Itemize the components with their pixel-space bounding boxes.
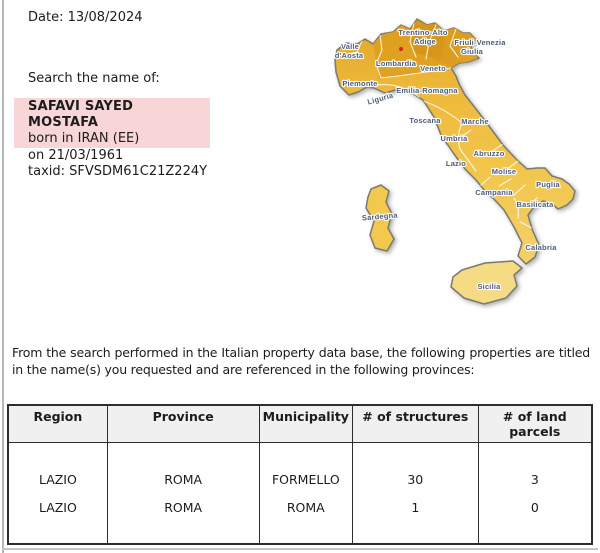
table-row: LAZIO ROMA ROMA 1 0: [7, 499, 593, 544]
table-row: LAZIO ROMA FORMELLO 30 3: [7, 442, 593, 499]
person-taxid: taxid: SFVSDM61C21Z224Y: [28, 164, 208, 179]
region-label: Veneto: [420, 64, 446, 73]
region-label: d'Aosta: [335, 51, 364, 60]
page-bottom-border: [2, 548, 598, 550]
header-structures: # of structures: [352, 404, 479, 443]
cell-land-parcels: 0: [477, 499, 593, 544]
region-label: Adige: [414, 37, 436, 46]
region-label: Puglia: [536, 180, 560, 189]
cell-land-parcels: 3: [477, 442, 593, 499]
cell-structures: 1: [352, 499, 479, 544]
region-label: Campania: [475, 188, 513, 197]
region-label: Sardegna: [362, 210, 399, 222]
person-birthplace: born in IRAN (EE): [28, 131, 140, 146]
person-name: SAFAVI SAYED MOSTAFA: [28, 99, 134, 130]
table-header-row: Region Province Municipality # of struct…: [7, 404, 593, 443]
region-label: Giulia: [461, 47, 484, 56]
region-label: Abruzzo: [474, 149, 505, 158]
region-label: Valle: [341, 42, 359, 51]
cell-municipality: FORMELLO: [258, 442, 354, 499]
cell-province: ROMA: [106, 442, 260, 499]
sardinia-shape: [365, 184, 395, 252]
red-marker-icon: [399, 47, 403, 51]
intro-paragraph: From the search performed in the Italian…: [12, 345, 590, 377]
person-highlight: SAFAVI SAYED MOSTAFA born in IRAN (EE): [14, 98, 210, 148]
region-label: Emilia-Romagna: [396, 86, 458, 95]
header-province: Province: [106, 404, 260, 443]
region-label: Calabria: [525, 243, 557, 252]
cell-municipality: ROMA: [258, 499, 354, 544]
cell-province: ROMA: [106, 499, 260, 544]
results-table: Region Province Municipality # of struct…: [7, 404, 593, 545]
region-label: Liguria: [366, 90, 394, 106]
region-label: Basilicata: [516, 200, 554, 209]
header-region: Region: [7, 404, 108, 443]
search-name-label: Search the name of:: [28, 71, 160, 86]
region-label: Molise: [492, 167, 517, 176]
region-label: Toscana: [409, 116, 441, 125]
mainland-shape: [334, 18, 576, 265]
region-label: Lazio: [446, 159, 466, 168]
region-label: Sicilia: [477, 282, 501, 291]
region-label: Friuli-Venezia: [454, 38, 506, 47]
region-label: Umbria: [440, 134, 468, 143]
page-left-border: [2, 0, 4, 553]
header-municipality: Municipality: [258, 404, 354, 443]
region-label: Trentino-Alto: [398, 28, 447, 37]
date-label: Date: 13/08/2024: [28, 10, 143, 25]
header-land-parcels: # of land parcels: [477, 404, 593, 443]
italy-map: Valle d'Aosta Trentino-Alto Adige Friuli…: [313, 2, 598, 320]
sicily-shape: [450, 260, 523, 305]
region-label: Lombardia: [376, 59, 417, 68]
cell-structures: 30: [352, 442, 479, 499]
person-birthdate: on 21/03/1961: [28, 148, 124, 163]
region-label: Piemonte: [342, 79, 377, 88]
region-label: Marche: [461, 117, 488, 126]
cell-region: LAZIO: [7, 442, 108, 499]
cell-region: LAZIO: [7, 499, 108, 544]
person-details: SAFAVI SAYED MOSTAFA born in IRAN (EE) o…: [14, 98, 210, 180]
